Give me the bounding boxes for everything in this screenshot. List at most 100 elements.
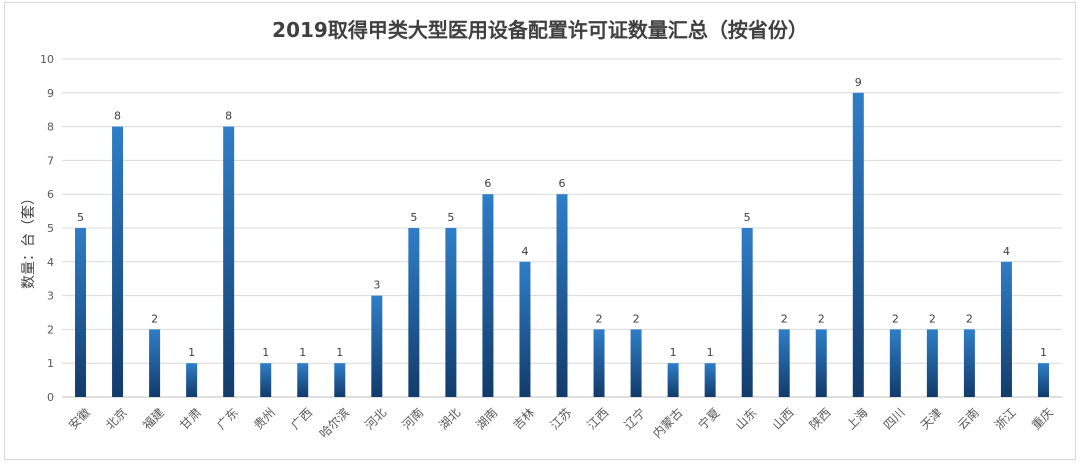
- x-tick-labels: 安徽 北京 福建 甘肃 广东 贵州 广西 哈尔滨 河北 河南 湖北 湖南 吉林 江苏 江西 辽宁 内蒙古 宁夏 山东…: [65, 405, 1056, 441]
- x-tick-label: 江西: [584, 405, 611, 432]
- data-label: 1: [707, 346, 714, 359]
- y-tick-label: 4: [47, 256, 54, 269]
- bar: [445, 228, 457, 397]
- data-label: 1: [1040, 346, 1047, 359]
- chart-frame: [4, 2, 1076, 460]
- y-tick-label: 8: [47, 121, 54, 134]
- x-tick-label: 广西: [288, 405, 315, 432]
- bars: [75, 92, 1049, 398]
- bar: [186, 363, 198, 397]
- data-label: 5: [410, 211, 417, 224]
- x-tick-label: 辽宁: [621, 405, 649, 433]
- bar: [371, 295, 383, 397]
- data-label: 5: [447, 211, 454, 224]
- x-tick-label: 甘肃: [177, 405, 204, 432]
- data-label: 5: [77, 211, 84, 224]
- bar: [889, 329, 901, 397]
- y-tick-label: 3: [47, 290, 54, 303]
- x-tick-label: 河南: [399, 405, 427, 433]
- bar: [112, 126, 124, 397]
- x-tick-label: 宁夏: [695, 405, 723, 433]
- bar: [149, 329, 161, 397]
- y-tick-label: 6: [47, 188, 54, 201]
- x-tick-label: 吉林: [510, 405, 537, 432]
- data-label: 8: [114, 110, 121, 123]
- data-label: 5: [744, 211, 751, 224]
- x-tick-label: 天津: [918, 405, 945, 432]
- data-label: 9: [855, 76, 862, 89]
- bar: [593, 329, 605, 397]
- bar: [519, 261, 531, 397]
- x-tick-label: 陕西: [806, 405, 834, 433]
- x-tick-label: 湖南: [473, 405, 501, 433]
- x-tick-label: 山东: [733, 405, 760, 432]
- x-tick-label: 湖北: [436, 405, 464, 433]
- data-label: 1: [670, 346, 677, 359]
- bar: [704, 363, 716, 397]
- data-label: 2: [596, 312, 603, 325]
- data-label: 1: [299, 346, 306, 359]
- bar: [260, 363, 272, 397]
- data-label: 2: [151, 312, 158, 325]
- data-label: 2: [966, 312, 973, 325]
- y-tick-label: 1: [47, 357, 54, 370]
- bar: [482, 194, 494, 397]
- data-label: 1: [262, 346, 269, 359]
- bar: [297, 363, 309, 397]
- y-tick-label: 9: [47, 87, 54, 100]
- x-tick-label: 云南: [954, 405, 982, 433]
- bar: [1000, 261, 1012, 397]
- data-label: 2: [929, 312, 936, 325]
- x-tick-label: 贵州: [251, 405, 278, 432]
- data-label: 4: [521, 245, 528, 258]
- data-label: 2: [892, 312, 899, 325]
- bar: [815, 329, 827, 397]
- bar: [75, 228, 87, 397]
- x-tick-label: 浙江: [992, 405, 1019, 432]
- bar: [334, 363, 346, 397]
- x-tick-label: 山西: [770, 405, 797, 432]
- data-label: 8: [225, 110, 232, 123]
- x-tick-label: 河北: [362, 405, 389, 432]
- chart-title: 2019取得甲类大型医用设备配置许可证数量汇总（按省份）: [272, 18, 808, 42]
- y-tick-label: 0: [47, 391, 54, 404]
- bar: [630, 329, 642, 397]
- y-tick-labels: 0 1 2 3 4 5 6 7 8 9 10: [40, 53, 54, 404]
- x-tick-label: 上海: [843, 405, 871, 433]
- bar: [963, 329, 975, 397]
- data-label: 6: [559, 177, 566, 190]
- y-tick-label: 7: [47, 154, 54, 167]
- data-label: 1: [336, 346, 343, 359]
- bar: [1037, 363, 1049, 397]
- x-tick-label: 内蒙古: [649, 405, 685, 441]
- x-tick-label: 福建: [139, 405, 167, 433]
- data-label: 1: [188, 346, 195, 359]
- bar: [852, 92, 864, 398]
- bar: [778, 329, 790, 397]
- data-label: 2: [818, 312, 825, 325]
- bar: [667, 363, 679, 397]
- bar: [926, 329, 938, 397]
- data-label: 2: [633, 312, 640, 325]
- y-tick-label: 2: [47, 323, 54, 336]
- x-tick-label: 四川: [881, 405, 908, 432]
- x-tick-label: 广东: [214, 405, 241, 432]
- y-tick-label: 5: [47, 222, 54, 235]
- x-tick-label: 北京: [103, 405, 130, 432]
- x-tick-label: 哈尔滨: [316, 405, 352, 441]
- data-label: 6: [484, 177, 491, 190]
- x-tick-label: 安徽: [65, 405, 93, 433]
- y-tick-label: 10: [40, 53, 54, 66]
- data-labels: 5 8 2 1 8 1 1 1 3 5 5 6 4 6 2 2 1 1 5 2 2 9 2 2 2 4 1: [77, 76, 1047, 359]
- bar: [556, 194, 568, 397]
- x-tick-label: 江苏: [547, 405, 574, 432]
- data-label: 2: [781, 312, 788, 325]
- bar: [408, 228, 420, 397]
- bar: [741, 228, 753, 397]
- bar: [223, 126, 235, 397]
- data-label: 4: [1003, 245, 1010, 258]
- x-tick-label: 重庆: [1029, 405, 1056, 432]
- data-label: 3: [373, 279, 380, 292]
